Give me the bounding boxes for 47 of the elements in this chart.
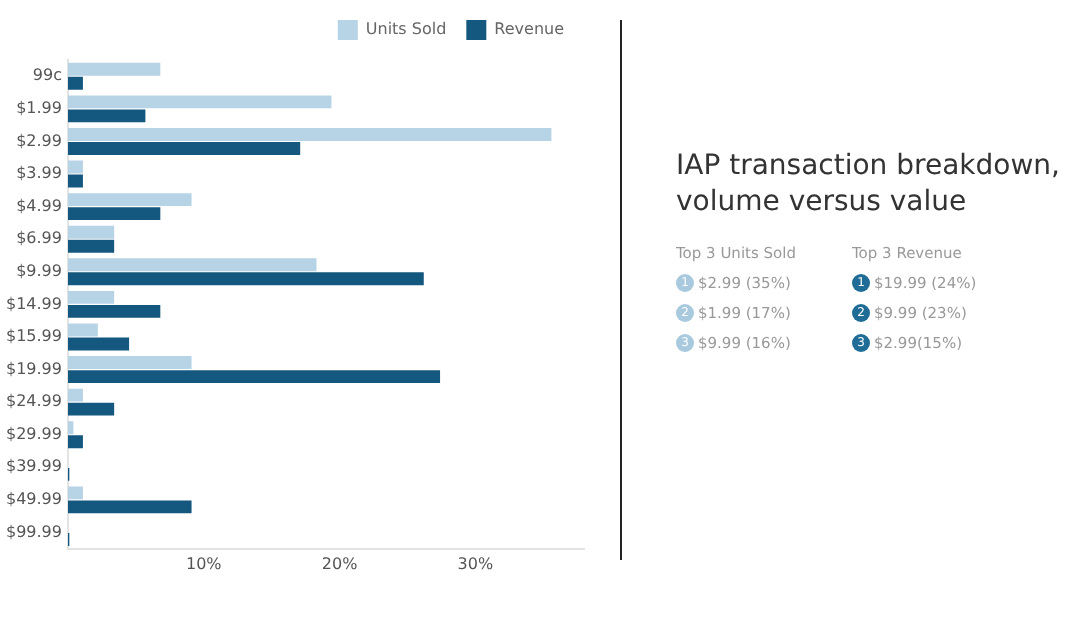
bar xyxy=(67,62,161,76)
y-tick-label: $99.99 xyxy=(5,522,62,541)
bar xyxy=(67,239,115,253)
bar xyxy=(67,142,301,155)
bar xyxy=(67,160,83,174)
y-tick-label: $15.99 xyxy=(5,327,62,346)
bar xyxy=(67,109,146,123)
bar xyxy=(67,174,83,188)
x-tick-label: 10% xyxy=(186,554,223,573)
y-tick-label: $39.99 xyxy=(5,457,62,476)
bar xyxy=(67,225,115,239)
y-tick-label: $3.99 xyxy=(16,164,62,183)
legend-label: Revenue xyxy=(494,20,565,39)
y-tick-label: $4.99 xyxy=(16,196,62,215)
bar xyxy=(67,290,115,304)
bar xyxy=(67,500,192,514)
y-tick-label: $14.99 xyxy=(5,294,62,313)
bar xyxy=(67,435,83,449)
bar xyxy=(67,370,441,384)
bar xyxy=(67,272,424,286)
legend-label: Units Sold xyxy=(365,20,447,39)
x-tick-label: 20% xyxy=(321,554,359,573)
bar xyxy=(67,128,552,141)
bar xyxy=(67,76,83,90)
y-tick-label: $2.99 xyxy=(16,131,62,150)
y-tick-label: $19.99 xyxy=(5,359,62,378)
y-tick-label: $9.99 xyxy=(16,261,62,280)
bar xyxy=(67,95,332,109)
y-tick-label: $29.99 xyxy=(5,424,62,443)
text: IAP transaction breakdown, volume versus value xyxy=(676,148,1062,220)
y-tick-label: $24.99 xyxy=(5,392,62,411)
y-tick-label: $6.99 xyxy=(16,229,62,248)
bar xyxy=(67,337,130,351)
y-tick-label: $49.99 xyxy=(5,490,62,509)
bar xyxy=(67,356,192,370)
bar xyxy=(67,323,98,337)
bar xyxy=(67,486,83,500)
bar xyxy=(67,421,74,435)
bar xyxy=(67,193,192,207)
y-tick-label: 99c xyxy=(32,66,62,85)
bar xyxy=(67,304,161,318)
bar xyxy=(67,258,317,272)
bar xyxy=(67,388,83,402)
y-tick-label: $1.99 xyxy=(16,99,62,118)
x-tick-label: 30% xyxy=(457,554,494,573)
bar xyxy=(67,207,161,221)
bar xyxy=(67,402,115,416)
